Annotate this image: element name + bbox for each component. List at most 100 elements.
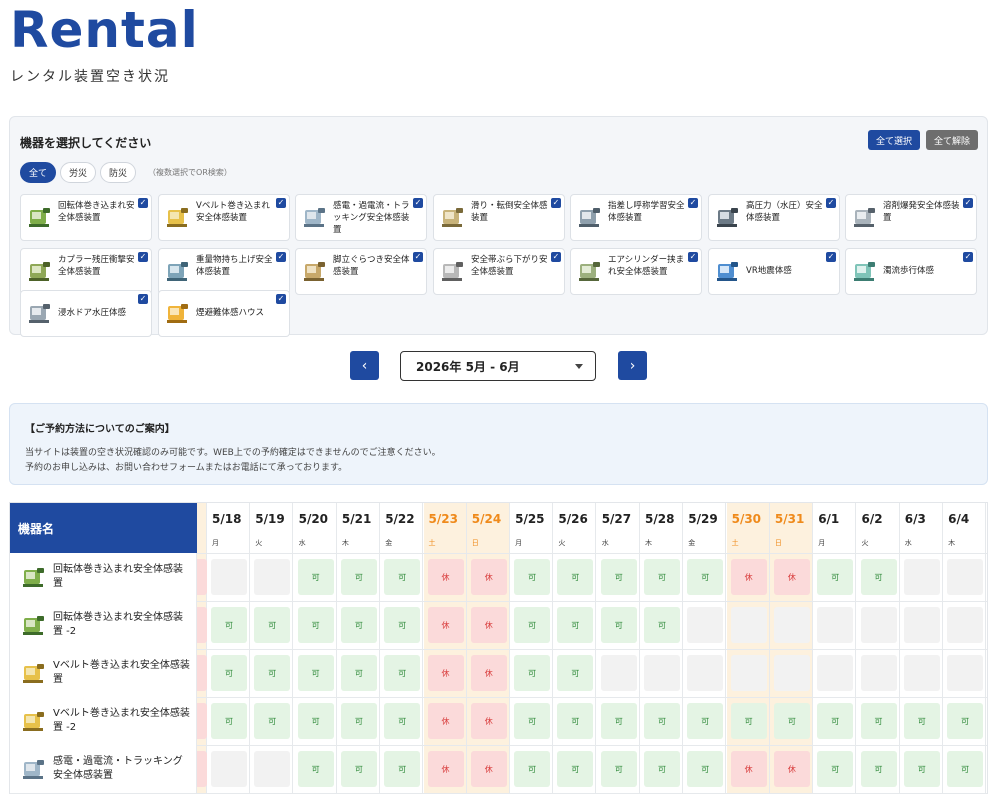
available-cell[interactable]: 可 bbox=[903, 751, 940, 787]
available-cell[interactable]: 可 bbox=[514, 559, 551, 595]
available-cell[interactable]: 可 bbox=[514, 655, 551, 691]
next-month-button[interactable]: › bbox=[618, 351, 647, 380]
available-cell[interactable]: 可 bbox=[340, 703, 377, 739]
device-card[interactable]: 滑り・転倒安全体感装置 ✓ bbox=[433, 194, 565, 241]
available-cell[interactable]: 可 bbox=[254, 703, 291, 739]
checkbox-checked-icon[interactable]: ✓ bbox=[688, 252, 698, 262]
checkbox-checked-icon[interactable]: ✓ bbox=[963, 252, 973, 262]
checkbox-checked-icon[interactable]: ✓ bbox=[826, 198, 836, 208]
available-cell[interactable]: 可 bbox=[297, 655, 334, 691]
available-cell[interactable]: 可 bbox=[644, 607, 680, 643]
device-card[interactable]: 高圧力（水圧）安全体感装置 ✓ bbox=[708, 194, 840, 241]
available-cell[interactable]: 可 bbox=[557, 751, 594, 787]
available-cell[interactable]: 可 bbox=[514, 703, 551, 739]
device-card-label: 煙避難体感ハウス bbox=[196, 308, 265, 318]
device-card[interactable]: VR地震体感 ✓ bbox=[708, 248, 840, 295]
available-cell[interactable]: 可 bbox=[730, 703, 767, 739]
available-cell[interactable]: 可 bbox=[297, 607, 334, 643]
available-cell[interactable]: 可 bbox=[211, 607, 247, 643]
checkbox-checked-icon[interactable]: ✓ bbox=[413, 198, 423, 208]
device-card[interactable]: 安全帯ぶら下がり安全体感装置 ✓ bbox=[433, 248, 565, 295]
device-card[interactable]: Vベルト巻き込まれ安全体感装置 ✓ bbox=[158, 194, 290, 241]
checkbox-checked-icon[interactable]: ✓ bbox=[138, 294, 148, 304]
v-belt-icon bbox=[21, 660, 47, 686]
filter-all[interactable]: 全て bbox=[20, 162, 57, 183]
checkbox-checked-icon[interactable]: ✓ bbox=[826, 252, 836, 262]
available-cell[interactable]: 可 bbox=[860, 559, 897, 595]
device-card[interactable]: 重量物持ち上げ安全体感装置 ✓ bbox=[158, 248, 290, 295]
available-cell[interactable]: 可 bbox=[557, 703, 594, 739]
available-cell[interactable]: 可 bbox=[687, 751, 724, 787]
available-cell[interactable]: 可 bbox=[340, 607, 377, 643]
device-card-label: 安全帯ぶら下がり安全体感装置 bbox=[471, 255, 548, 277]
available-cell[interactable]: 可 bbox=[687, 559, 724, 595]
checkbox-checked-icon[interactable]: ✓ bbox=[551, 252, 561, 262]
available-cell[interactable]: 可 bbox=[254, 655, 291, 691]
available-cell[interactable]: 可 bbox=[817, 559, 854, 595]
available-cell[interactable]: 可 bbox=[817, 751, 854, 787]
available-cell[interactable]: 可 bbox=[644, 559, 680, 595]
available-cell[interactable]: 可 bbox=[297, 751, 334, 787]
device-card[interactable]: 溶剤爆発安全体感装置 ✓ bbox=[845, 194, 977, 241]
month-select[interactable]: 2026年 5月 - 6月 bbox=[400, 351, 596, 381]
device-card[interactable]: カプラー残圧衝撃安全体感装置 ✓ bbox=[20, 248, 152, 295]
checkbox-checked-icon[interactable]: ✓ bbox=[138, 198, 148, 208]
available-cell[interactable]: 可 bbox=[600, 607, 637, 643]
device-card[interactable]: 脚立ぐらつき安全体感装置 ✓ bbox=[295, 248, 427, 295]
device-card[interactable]: 感電・過電流・トラッキング安全体感装置 ✓ bbox=[295, 194, 427, 241]
available-cell[interactable]: 可 bbox=[384, 655, 421, 691]
available-cell[interactable]: 可 bbox=[557, 559, 594, 595]
available-cell[interactable]: 可 bbox=[340, 559, 377, 595]
checkbox-checked-icon[interactable]: ✓ bbox=[138, 252, 148, 262]
unavailable-cell bbox=[947, 655, 984, 691]
checkbox-checked-icon[interactable]: ✓ bbox=[413, 252, 423, 262]
available-cell[interactable]: 可 bbox=[860, 703, 897, 739]
select-all-button[interactable]: 全て選択 bbox=[868, 130, 920, 150]
available-cell[interactable]: 可 bbox=[773, 703, 810, 739]
device-card[interactable]: エアシリンダー挟まれ安全体感装置 ✓ bbox=[570, 248, 702, 295]
available-cell[interactable]: 可 bbox=[340, 751, 377, 787]
available-cell[interactable]: 可 bbox=[384, 703, 421, 739]
device-card[interactable]: 浸水ドア水圧体感 ✓ bbox=[20, 290, 152, 337]
available-cell[interactable]: 可 bbox=[947, 751, 984, 787]
available-cell[interactable]: 可 bbox=[860, 751, 897, 787]
checkbox-checked-icon[interactable]: ✓ bbox=[276, 198, 286, 208]
available-cell[interactable]: 可 bbox=[644, 751, 680, 787]
available-cell[interactable]: 可 bbox=[211, 703, 247, 739]
checkbox-checked-icon[interactable]: ✓ bbox=[963, 198, 973, 208]
available-cell[interactable]: 可 bbox=[903, 703, 940, 739]
checkbox-checked-icon[interactable]: ✓ bbox=[551, 198, 561, 208]
checkbox-checked-icon[interactable]: ✓ bbox=[276, 252, 286, 262]
available-cell[interactable]: 可 bbox=[384, 751, 421, 787]
filter-labor-accident[interactable]: 労災 bbox=[60, 162, 97, 183]
available-cell[interactable]: 可 bbox=[514, 751, 551, 787]
available-cell[interactable]: 可 bbox=[600, 559, 637, 595]
available-cell[interactable]: 可 bbox=[297, 559, 334, 595]
available-cell[interactable]: 可 bbox=[817, 703, 854, 739]
device-row-label: 回転体巻き込まれ安全体感装置 -2 bbox=[53, 612, 183, 637]
device-card[interactable]: 濁流歩行体感 ✓ bbox=[845, 248, 977, 295]
device-card[interactable]: 回転体巻き込まれ安全体感装置 ✓ bbox=[20, 194, 152, 241]
available-cell[interactable]: 可 bbox=[384, 559, 421, 595]
filter-disaster-prevention[interactable]: 防災 bbox=[100, 162, 137, 183]
device-card[interactable]: 煙避難体感ハウス ✓ bbox=[158, 290, 290, 337]
available-cell[interactable]: 可 bbox=[557, 607, 594, 643]
available-cell[interactable]: 可 bbox=[254, 607, 291, 643]
available-cell[interactable]: 可 bbox=[600, 751, 637, 787]
checkbox-checked-icon[interactable]: ✓ bbox=[688, 198, 698, 208]
prev-month-button[interactable]: ‹ bbox=[350, 351, 379, 380]
available-cell[interactable]: 可 bbox=[947, 703, 984, 739]
available-cell[interactable]: 可 bbox=[514, 607, 551, 643]
clear-all-button[interactable]: 全て解除 bbox=[926, 130, 978, 150]
available-cell[interactable]: 可 bbox=[600, 703, 637, 739]
checkbox-checked-icon[interactable]: ✓ bbox=[276, 294, 286, 304]
available-cell[interactable]: 可 bbox=[297, 703, 334, 739]
device-card[interactable]: 指差し呼称学習安全体感装置 ✓ bbox=[570, 194, 702, 241]
available-cell[interactable]: 可 bbox=[340, 655, 377, 691]
available-cell[interactable]: 可 bbox=[211, 655, 247, 691]
device-name-header: 機器名 bbox=[10, 503, 197, 553]
available-cell[interactable]: 可 bbox=[557, 655, 594, 691]
available-cell[interactable]: 可 bbox=[384, 607, 421, 643]
available-cell[interactable]: 可 bbox=[687, 703, 724, 739]
available-cell[interactable]: 可 bbox=[644, 703, 680, 739]
